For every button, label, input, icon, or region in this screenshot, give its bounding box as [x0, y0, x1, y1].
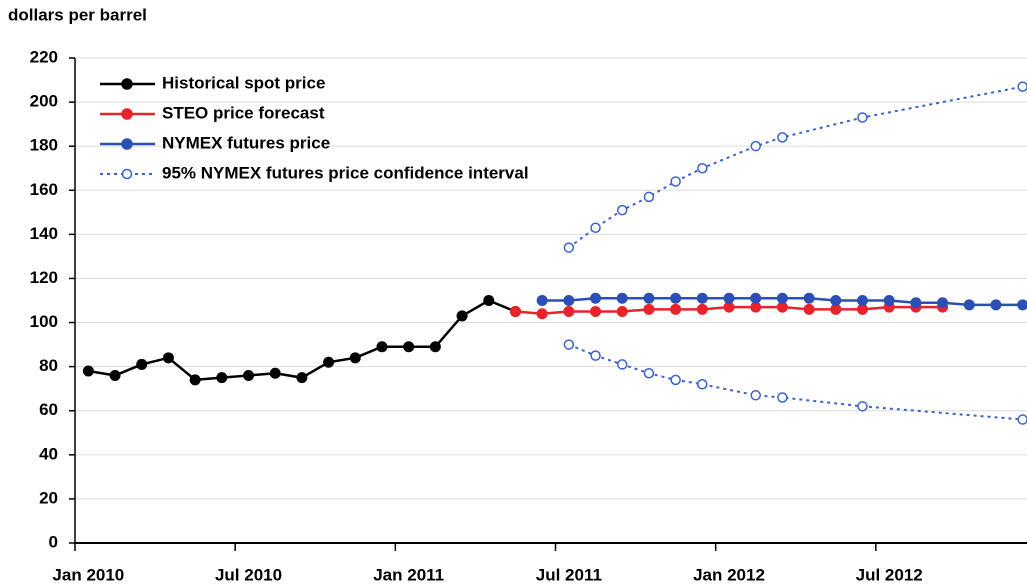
- x-tick-label: Jul 2011: [536, 565, 602, 584]
- data-point: [403, 341, 415, 353]
- data-point: [616, 204, 628, 216]
- data-point: [590, 306, 602, 318]
- data-point: [536, 308, 548, 320]
- data-point: [830, 295, 842, 306]
- data-point: [563, 242, 575, 253]
- data-point: [643, 368, 655, 379]
- data-point: [697, 162, 708, 174]
- data-point: [82, 365, 94, 377]
- legend-label: STEO price forecast: [162, 103, 325, 122]
- data-point: [509, 306, 521, 318]
- data-point: [750, 140, 761, 152]
- data-point: [723, 292, 735, 304]
- data-point: [189, 374, 201, 386]
- data-point: [323, 356, 335, 368]
- y-tick-label: 60: [39, 400, 58, 419]
- x-tick-label: Jul 2010: [215, 565, 282, 584]
- data-point: [963, 299, 975, 311]
- data-point: [990, 299, 1002, 311]
- data-point: [216, 372, 228, 384]
- data-point: [937, 297, 949, 309]
- data-point: [616, 292, 628, 304]
- data-point: [456, 310, 468, 322]
- y-tick-label: 40: [39, 444, 58, 463]
- x-tick-label: Jan 2011: [373, 565, 444, 584]
- data-point: [670, 374, 681, 386]
- data-point: [776, 292, 788, 304]
- data-point: [429, 341, 441, 353]
- y-tick-label: 120: [30, 268, 58, 287]
- data-point: [136, 358, 148, 370]
- data-point: [857, 401, 868, 412]
- data-point: [563, 306, 575, 318]
- x-tick-label: Jul 2012: [856, 565, 923, 584]
- y-tick-label: 140: [30, 224, 58, 243]
- data-point: [857, 112, 868, 123]
- x-tick-label: Jan 2012: [693, 565, 765, 584]
- data-point: [269, 367, 281, 379]
- data-point: [162, 352, 174, 364]
- data-point: [696, 292, 708, 304]
- legend-marker: [121, 138, 133, 150]
- series-line: [568, 85, 1023, 249]
- data-point: [296, 372, 308, 384]
- data-point: [590, 350, 601, 361]
- data-point: [1017, 81, 1027, 92]
- data-point: [643, 191, 655, 203]
- data-point: [670, 292, 682, 304]
- y-tick-label: 160: [30, 180, 58, 199]
- data-point: [590, 292, 602, 304]
- data-point: [109, 369, 121, 381]
- legend-label: 95% NYMEX futures price confidence inter…: [162, 163, 529, 182]
- legend-marker: [121, 108, 133, 120]
- y-tick-label: 200: [30, 92, 58, 111]
- y-tick-label: 80: [39, 356, 58, 375]
- legend-marker: [121, 168, 133, 180]
- data-point: [803, 292, 815, 304]
- y-tick-label: 220: [30, 47, 58, 66]
- data-point: [349, 352, 361, 364]
- data-point: [696, 303, 708, 315]
- y-axis-label: dollars per barrel: [8, 5, 147, 24]
- data-point: [563, 295, 575, 306]
- data-point: [643, 292, 655, 304]
- data-point: [803, 303, 815, 315]
- data-point: [616, 359, 628, 370]
- data-point: [856, 295, 868, 306]
- data-point: [1017, 299, 1027, 311]
- data-point: [670, 176, 681, 187]
- y-tick-label: 20: [39, 488, 58, 507]
- data-point: [777, 132, 788, 143]
- y-tick-label: 180: [30, 136, 58, 155]
- data-point: [243, 369, 255, 381]
- data-point: [697, 379, 708, 390]
- series-line: [568, 343, 1023, 421]
- data-point: [777, 392, 788, 403]
- y-tick-label: 0: [49, 532, 58, 551]
- data-point: [910, 297, 922, 309]
- data-point: [563, 339, 575, 350]
- x-tick-label: Jan 2010: [52, 565, 124, 584]
- data-point: [590, 222, 601, 233]
- y-tick-label: 100: [30, 312, 58, 331]
- legend-label: NYMEX futures price: [162, 133, 330, 152]
- data-point: [643, 303, 655, 315]
- data-point: [883, 295, 895, 306]
- data-point: [483, 295, 495, 306]
- data-point: [536, 295, 548, 306]
- data-point: [670, 303, 682, 315]
- series-line: [88, 299, 516, 382]
- data-point: [616, 306, 628, 318]
- legend-marker: [121, 78, 133, 90]
- data-point: [750, 292, 762, 304]
- legend-label: Historical spot price: [162, 73, 325, 92]
- data-point: [1017, 414, 1027, 425]
- data-point: [750, 390, 761, 401]
- data-point: [376, 341, 388, 353]
